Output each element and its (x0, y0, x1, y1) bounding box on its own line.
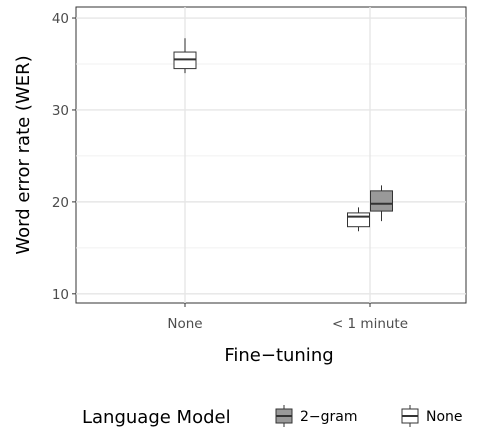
x-axis-title: Fine−tuning (224, 345, 333, 366)
legend-key-2gram (275, 405, 293, 427)
box-body (370, 190, 393, 212)
legend-key-none (401, 405, 419, 427)
legend-label-2gram: 2−gram (300, 409, 358, 425)
y-tick-label: 20 (52, 195, 69, 211)
grid-layer (76, 7, 466, 303)
plot-panel (75, 6, 467, 304)
legend-title: Language Model (82, 407, 231, 428)
y-tick-label: 30 (52, 103, 69, 119)
box-none (173, 38, 197, 74)
x-tick-label: None (167, 316, 202, 332)
axis-layer: 10 20 30 40 None < 1 minute (52, 11, 408, 332)
box-body (347, 212, 370, 228)
y-axis-title: Word error rate (WER) (13, 55, 34, 254)
box-layer (173, 38, 393, 232)
legend: Language Model 2−gram None (82, 405, 463, 428)
y-tick-label: 10 (52, 287, 69, 303)
box-none (347, 207, 370, 232)
box-2gram (370, 185, 393, 222)
x-tick-label: < 1 minute (332, 316, 408, 332)
legend-label-none: None (426, 409, 463, 425)
y-tick-label: 40 (52, 11, 69, 27)
